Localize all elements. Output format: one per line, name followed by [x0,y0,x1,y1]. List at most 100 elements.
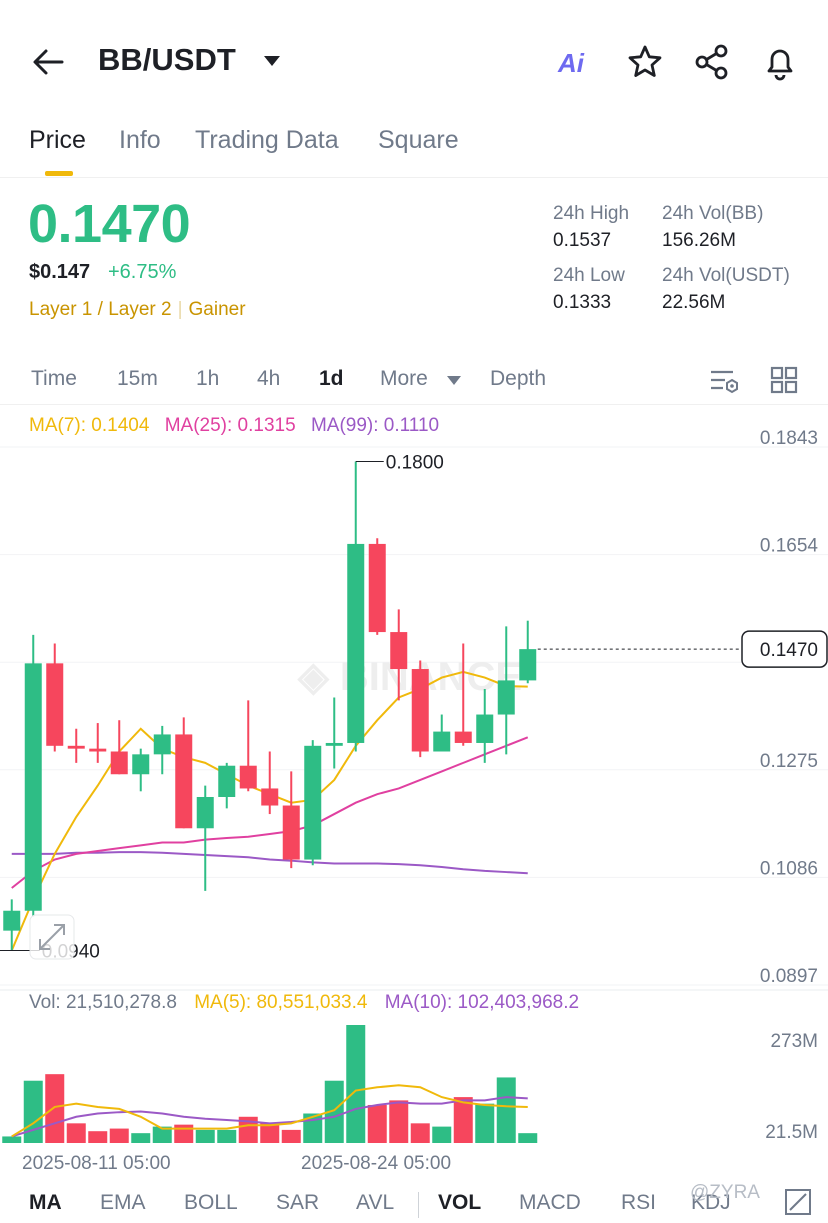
price-tags: Layer 1 / Layer 2 | Gainer [29,299,246,321]
candle-body [196,796,214,829]
stat-low-label: 24h Low [553,265,625,286]
tab-info[interactable]: Info [119,126,161,154]
volume-bar [131,1133,151,1143]
stat-high-value: 0.1537 [553,230,612,251]
price-tick-label: 0.1654 [760,536,819,557]
tab-square[interactable]: Square [378,126,459,154]
ind-vol[interactable]: VOL [438,1191,482,1214]
bell-icon[interactable] [760,42,800,82]
candle-body [261,788,279,806]
volume-bar [2,1136,22,1143]
ind-ema[interactable]: EMA [100,1191,146,1214]
tab-price[interactable]: Price [29,126,86,154]
ind-rsi[interactable]: RSI [621,1191,657,1214]
stat-high-label: 24h High [553,203,630,224]
candle-body [497,680,515,715]
price-usd: $0.147 [29,261,91,283]
volume-bar [518,1133,538,1143]
ind-kdj[interactable]: KDJ [691,1191,731,1214]
chart-tools-icon[interactable] [784,1188,812,1216]
last-price-box [741,630,828,668]
candle-body [175,734,193,829]
share-icon[interactable] [692,42,732,82]
candle-body [89,748,107,752]
last-price-label: 0.1470 [760,640,818,661]
timeframe-bar: Time 15m 1h 4h 1d More Depth [0,355,828,405]
candle-body [454,731,472,743]
high-marker-label: 0.1800 [386,452,444,473]
tf-more[interactable]: More [380,367,428,390]
candle-body [390,632,408,670]
ma99-line [11,851,528,875]
ind-sar[interactable]: SAR [276,1191,320,1214]
stat-vol-usdt-label: 24h Vol(USDT) [662,265,790,286]
time-tick-label: 2025-08-11 05:00 [22,1153,171,1174]
volume-bar [281,1129,301,1143]
back-arrow-icon[interactable] [28,42,68,82]
tf-time[interactable]: Time [31,367,77,390]
volume-bar [217,1129,237,1143]
candle-body [24,663,42,911]
more-caret-icon[interactable] [446,375,462,387]
ind-boll[interactable]: BOLL [184,1191,238,1214]
candle-body [153,734,171,755]
tf-4h[interactable]: 4h [257,367,281,390]
vol-ma5-label: MA(5): 80,551,033.4 [194,992,368,1013]
ind-macd[interactable]: MACD [519,1191,581,1214]
candle-body [110,751,128,775]
time-tick-label: 2025-08-24 05:00 [301,1153,451,1174]
volume-bar [410,1123,430,1143]
volume-axis: 273M 21.5M [765,1031,818,1143]
grid-layout-icon[interactable] [767,363,801,397]
candlestick-chart[interactable]: ◈ BINANCE 0.18430.16540.14660.12750.1086… [0,405,828,1180]
candle-body [46,663,64,746]
volume-bar [66,1123,86,1143]
candle-body [67,745,85,749]
indicator-bar: MA EMA BOLL SAR AVL VOL MACD RSI KDJ [0,1182,828,1223]
ma25-label: MA(25): 0.1315 [164,415,296,436]
volume-legend: Vol: 21,510,278.8 MA(5): 80,551,033.4 MA… [29,992,591,1014]
star-icon[interactable] [625,42,665,82]
tag-gainer[interactable]: Gainer [188,299,246,320]
chart-grid [0,446,828,991]
tf-1h[interactable]: 1h [196,367,220,390]
candle-body [476,714,494,743]
candle-body [325,742,343,746]
app-header: BB/USDT Ai [0,0,828,115]
author-watermark: @ZYRA [690,1182,760,1203]
volume-bar [238,1116,258,1143]
ind-ma[interactable]: MA [29,1191,62,1214]
price-tick-label: 0.1086 [760,858,818,879]
tf-depth[interactable]: Depth [490,367,547,390]
tf-1d[interactable]: 1d [319,367,344,390]
volume-bar [324,1080,344,1143]
tab-trading-data[interactable]: Trading Data [195,126,339,154]
caret-down-icon[interactable] [262,54,282,68]
pair-title[interactable]: BB/USDT [98,42,236,77]
expand-chart-icon[interactable] [29,914,75,960]
volume-bar [152,1126,172,1143]
stat-low-value: 0.1333 [553,292,612,313]
tag-separator: | [177,299,183,320]
ai-icon[interactable]: Ai [558,48,584,78]
tf-15m[interactable]: 15m [117,367,158,390]
last-price: 0.1470 [28,194,191,254]
stat-vol-usdt-value: 22.56M [662,292,726,313]
price-tick-label: 0.1843 [760,428,818,449]
volume-bar [109,1128,129,1143]
volume-bar [453,1097,473,1143]
volume-bar [496,1077,516,1143]
volume-bar [367,1104,387,1143]
chart-settings-icon[interactable] [707,363,741,397]
ma25-line [11,736,529,889]
volume-bar [260,1123,280,1143]
volume-bar [389,1100,409,1143]
vol_ma5-line [11,1084,528,1138]
stat-vol-bb-value: 156.26M [662,230,736,251]
tab-bar: Price Info Trading Data Square [0,116,828,178]
candle-body [132,754,150,775]
ma99-label: MA(99): 0.1110 [310,415,440,436]
ind-avl[interactable]: AVL [356,1191,395,1214]
tag-layer[interactable]: Layer 1 / Layer 2 [29,299,172,320]
vol-label: Vol: 21,510,278.8 [29,992,177,1013]
